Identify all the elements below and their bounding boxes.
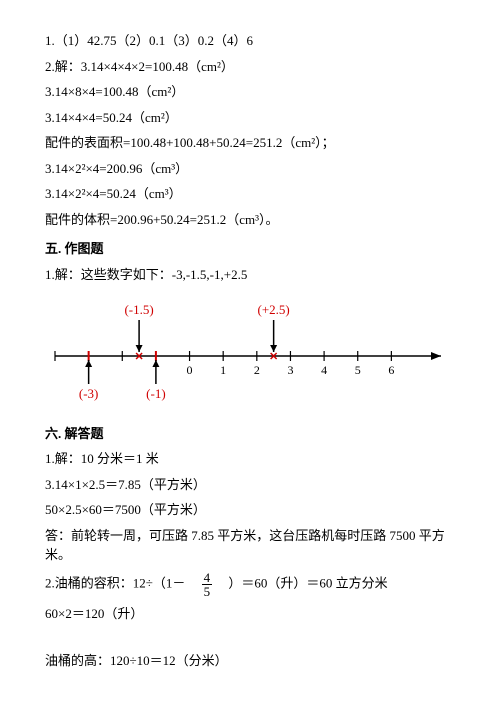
section-6-line-3: 50×2.5×60＝7500（平方米） [45,500,455,520]
svg-text:(+2.5): (+2.5) [258,302,290,317]
svg-text:4: 4 [321,363,327,377]
line-calc-5: 3.14×2²×4=200.96（cm³） [45,159,455,179]
svg-text:6: 6 [388,363,394,377]
svg-text:0: 0 [187,363,193,377]
svg-text:5: 5 [355,363,361,377]
frac-post-text: ）＝60（升）＝60 立方分米 [215,575,387,590]
section-6-line-2: 3.14×1×2.5＝7.85（平方米） [45,475,455,495]
svg-text:2: 2 [254,363,260,377]
svg-text:(-3): (-3) [79,386,99,401]
line-1-answers: 1.（1）42.75（2）0.1（3）0.2（4）6 [45,31,455,51]
section-5-line-1: 1.解：这些数字如下：-3,-1.5,-1,+2.5 [45,265,455,285]
section-6-line-6: 60×2＝120（升） [45,604,455,624]
svg-text:3: 3 [287,363,293,377]
line-calc-2: 3.14×8×4=100.48（cm²） [45,82,455,102]
line-surface-area: 配件的表面积=100.48+100.48+50.24=251.2（cm²）； [45,133,455,153]
number-line-figure: 0 1 2 3 4 5 6 (-1.5) (+2.5) (-3) (-1) [45,294,455,410]
section-6-title: 六. 解答题 [45,424,455,444]
fraction-denominator: 5 [202,585,213,598]
section-6-line-4: 答：前轮转一周，可压路 7.85 平方米，这台压路机每时压路 7500 平方米。 [45,526,455,565]
section-5-title: 五. 作图题 [45,239,455,259]
fraction-numerator: 4 [202,571,213,585]
svg-text:1: 1 [220,363,226,377]
line-volume: 配件的体积=200.96+50.24=251.2（cm³）。 [45,210,455,230]
svg-text:(-1): (-1) [146,386,166,401]
section-6-line-7: 油桶的高：120÷10＝12（分米） [45,651,455,671]
section-6-line-5: 2.油桶的容积：12÷（1－ 4 5 ）＝60（升）＝60 立方分米 [45,571,455,598]
number-line-svg: 0 1 2 3 4 5 6 (-1.5) (+2.5) (-3) (-1) [45,294,445,404]
fraction: 4 5 [202,571,213,598]
line-calc-3: 3.14×4×4=50.24（cm²） [45,108,455,128]
frac-pre-text: 2.油桶的容积：12÷（1－ [45,575,198,590]
svg-text:(-1.5): (-1.5) [124,302,153,317]
section-6-line-1: 1.解：10 分米＝1 米 [45,449,455,469]
line-2-solution-1: 2.解：3.14×4×4×2=100.48（cm²） [45,57,455,77]
line-calc-6: 3.14×2²×4=50.24（cm³） [45,184,455,204]
